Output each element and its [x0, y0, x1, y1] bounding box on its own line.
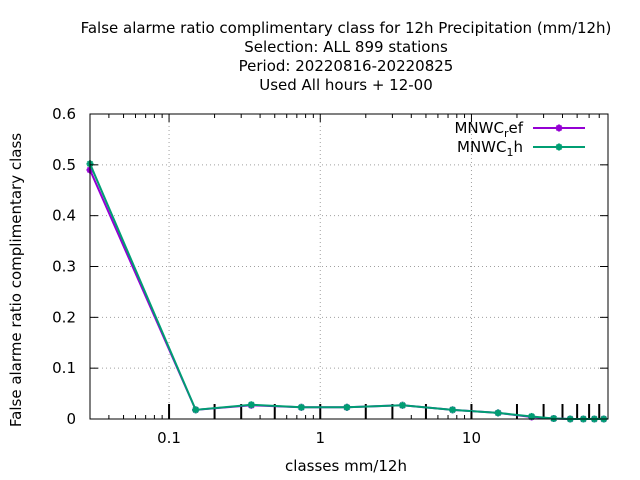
- data-point: [399, 402, 406, 409]
- legend-marker: [555, 124, 563, 132]
- x-tick-label: 1: [315, 429, 325, 447]
- y-axis-label: False alarme ratio complimentary class: [7, 133, 25, 427]
- grid-lines: [90, 114, 608, 419]
- y-tick-label: 0.2: [52, 308, 76, 326]
- series-lines: [86, 160, 608, 423]
- title-line-3: Period: 20220816-20220825: [239, 57, 454, 75]
- data-point: [550, 415, 557, 422]
- title-line-1: False alarme ratio complimentary class f…: [81, 19, 612, 37]
- y-tick-label: 0.1: [52, 359, 76, 377]
- legend-label: MNWCref: [454, 119, 523, 140]
- data-point: [298, 404, 305, 411]
- legend-marker: [555, 143, 563, 151]
- data-point: [248, 401, 255, 408]
- title-line-4: Used All hours + 12-00: [259, 76, 433, 94]
- data-point: [343, 404, 351, 411]
- y-axis-ticks: 0 0.1 0.2 0.3 0.4 0.5 0.6: [52, 105, 608, 428]
- y-tick-label: 0.3: [52, 258, 76, 276]
- data-point: [449, 406, 456, 414]
- series-line: [89, 163, 604, 420]
- y-tick-label: 0: [66, 410, 76, 428]
- data-point: [528, 413, 535, 420]
- x-axis-ticks: 0.1 1 10: [157, 114, 481, 447]
- y-tick-label: 0.5: [52, 156, 76, 174]
- series-1: [86, 160, 608, 423]
- legend-label: MNWC1h: [457, 138, 523, 159]
- y-tick-label: 0.6: [52, 105, 76, 123]
- x-tick-label: 0.1: [157, 429, 181, 447]
- chart-title: False alarme ratio complimentary class f…: [81, 19, 612, 94]
- series-0: [86, 166, 608, 423]
- data-point: [192, 406, 199, 414]
- series-line: [89, 169, 604, 420]
- x-axis-label: classes mm/12h: [285, 457, 407, 475]
- y-tick-label: 0.4: [52, 207, 76, 225]
- data-point: [494, 409, 502, 417]
- title-line-2: Selection: ALL 899 stations: [244, 38, 448, 56]
- x-tick-label: 10: [462, 429, 481, 447]
